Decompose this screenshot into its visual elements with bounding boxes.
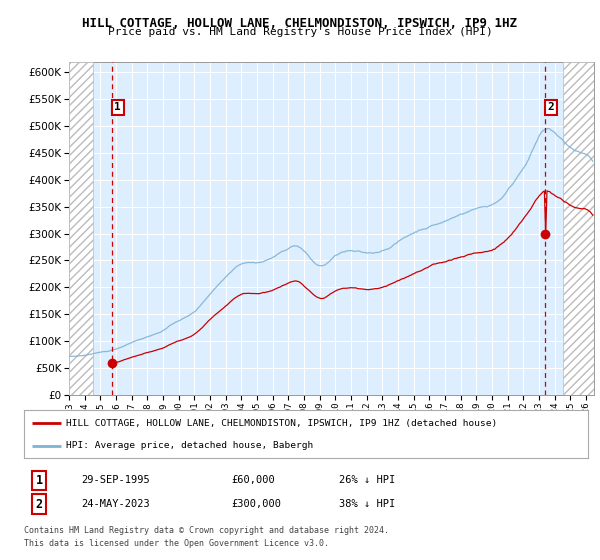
Text: 1: 1 [35,474,43,487]
Text: 26% ↓ HPI: 26% ↓ HPI [339,475,395,486]
Bar [563,62,594,395]
Text: 2: 2 [547,102,554,113]
Text: £60,000: £60,000 [231,475,275,486]
Text: £300,000: £300,000 [231,499,281,509]
Text: HILL COTTAGE, HOLLOW LANE, CHELMONDISTON, IPSWICH, IP9 1HZ: HILL COTTAGE, HOLLOW LANE, CHELMONDISTON… [83,17,517,30]
Text: 38% ↓ HPI: 38% ↓ HPI [339,499,395,509]
Text: This data is licensed under the Open Government Licence v3.0.: This data is licensed under the Open Gov… [24,539,329,548]
Text: HPI: Average price, detached house, Babergh: HPI: Average price, detached house, Babe… [66,441,314,450]
Text: HILL COTTAGE, HOLLOW LANE, CHELMONDISTON, IPSWICH, IP9 1HZ (detached house): HILL COTTAGE, HOLLOW LANE, CHELMONDISTON… [66,419,497,428]
Text: Price paid vs. HM Land Registry's House Price Index (HPI): Price paid vs. HM Land Registry's House … [107,27,493,38]
Bar [69,62,92,395]
Text: 24-MAY-2023: 24-MAY-2023 [81,499,150,509]
Text: 1: 1 [115,102,121,113]
Text: 2: 2 [35,497,43,511]
Text: 29-SEP-1995: 29-SEP-1995 [81,475,150,486]
Text: Contains HM Land Registry data © Crown copyright and database right 2024.: Contains HM Land Registry data © Crown c… [24,526,389,535]
